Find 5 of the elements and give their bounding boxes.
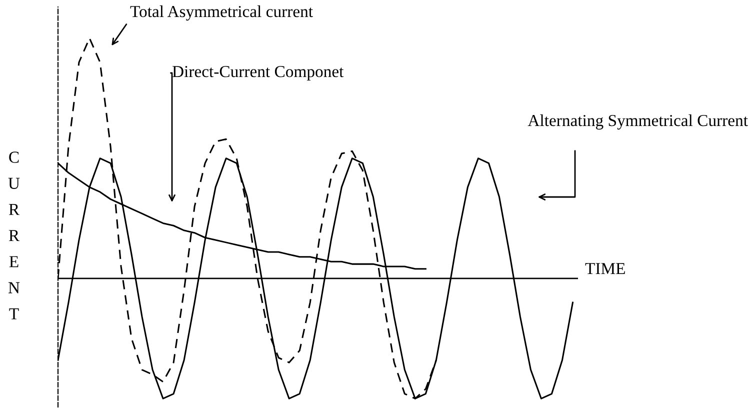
y-axis-title: CURRENT <box>8 152 20 320</box>
x-axis-title: TIME <box>585 263 625 274</box>
text: Total Asymmetrical current <box>130 5 313 21</box>
text: Alternating Symmetrical Current <box>528 114 748 130</box>
text: Direct-Current Componet <box>172 66 344 81</box>
